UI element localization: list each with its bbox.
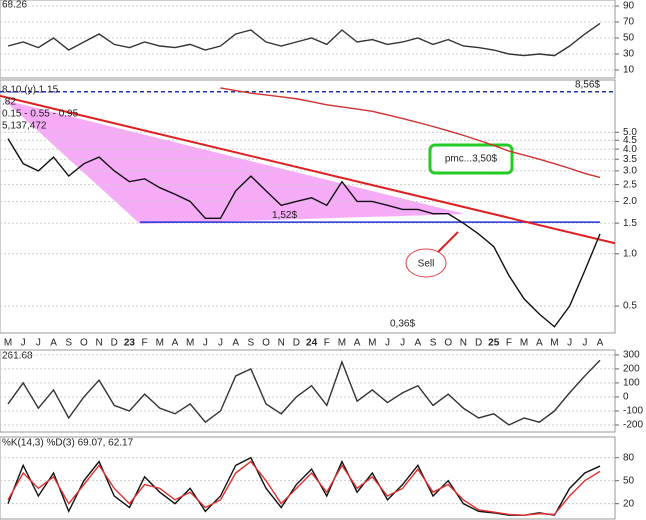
y-tick-label: 2.5 (623, 179, 637, 190)
x-tick-label: A (50, 338, 57, 349)
x-tick-label: N (95, 338, 102, 349)
x-tick-label: J (203, 338, 208, 349)
x-tick-label: D (111, 338, 118, 349)
y-tick-label: 1.5 (623, 218, 637, 229)
y-tick-label: -200 (623, 420, 643, 431)
x-tick-label: M (520, 338, 528, 349)
x-tick-label: M (338, 338, 346, 349)
y-tick-label: 4.0 (623, 144, 637, 155)
y-tick-label: 70 (623, 17, 635, 28)
indicator-legend: 5,137,472 (2, 121, 47, 132)
x-tick-label: F (506, 338, 512, 349)
x-tick-label: J (385, 338, 390, 349)
y-tick-label: 2.0 (623, 196, 637, 207)
level-label: 8,56$ (575, 79, 600, 90)
cci-value: 261.68 (2, 351, 33, 362)
x-tick-label: O (444, 338, 452, 349)
x-tick-label: A (536, 338, 543, 349)
x-tick-label: O (80, 338, 88, 349)
signal-arrow (437, 231, 459, 253)
x-tick-label: J (36, 338, 41, 349)
x-tick-label: A (354, 338, 361, 349)
x-tick-label: D (475, 338, 482, 349)
x-tick-label: 25 (488, 338, 500, 349)
x-tick-label: S (65, 338, 72, 349)
x-tick-label: J (400, 338, 405, 349)
series-line (7, 138, 601, 328)
y-tick-label: 3.5 (623, 154, 637, 165)
x-tick-label: D (293, 338, 300, 349)
y-tick-label: 50 (623, 33, 635, 44)
x-tick-label: A (232, 338, 239, 349)
trendline (0, 94, 616, 245)
y-tick-label: 30 (623, 49, 635, 60)
cci-panel (0, 349, 616, 433)
x-tick-label: 23 (124, 338, 136, 349)
x-tick-label: S (248, 338, 255, 349)
target-box (428, 143, 514, 175)
y-tick-label: 0 (623, 392, 629, 403)
x-tick-label: N (278, 338, 285, 349)
x-tick-label: 24 (306, 338, 318, 349)
x-tick-label: M (550, 338, 558, 349)
x-tick-label: J (567, 338, 572, 349)
shaded-area (4, 100, 465, 224)
level-label: 0,36$ (390, 319, 415, 330)
stoch-legend: %K(14,3) %D(3) 69.07, 62.17 (2, 438, 134, 449)
x-tick-label: J (582, 338, 587, 349)
y-tick-label: 50 (623, 475, 635, 486)
x-tick-label: O (262, 338, 270, 349)
x-tick-label: S (430, 338, 437, 349)
y-tick-label: 10 (623, 65, 635, 76)
rsi-value: 68.26 (2, 0, 27, 11)
y-tick-label: 200 (623, 364, 640, 375)
x-tick-label: F (324, 338, 330, 349)
y-tick-label: 4.5 (623, 135, 637, 146)
signal-ellipse (405, 248, 447, 278)
x-tick-label: F (142, 338, 148, 349)
y-tick-label: 1.0 (623, 248, 637, 259)
series-line (220, 87, 601, 179)
x-tick-label: M (4, 338, 12, 349)
y-tick-label: 5.0 (623, 127, 637, 138)
y-tick-label: 80 (623, 452, 635, 463)
target-label: pmc...3,50$ (445, 154, 498, 165)
x-tick-label: J (21, 338, 26, 349)
indicator-legend: .82 (2, 97, 16, 108)
x-tick-label: A (172, 338, 179, 349)
x-tick-label: M (156, 338, 164, 349)
series-line (7, 460, 601, 516)
series-line (7, 22, 601, 57)
x-tick-label: M (186, 338, 194, 349)
x-tick-label: N (460, 338, 467, 349)
x-tick-label: M (368, 338, 376, 349)
x-tick-label: A (597, 338, 604, 349)
x-tick-label: J (218, 338, 223, 349)
y-tick-label: -100 (623, 406, 643, 417)
series-line (7, 359, 601, 426)
y-tick-label: 300 (623, 350, 640, 361)
y-tick-label: 3.0 (623, 166, 637, 177)
y-tick-label: 100 (623, 378, 640, 389)
signal-label: Sell (418, 259, 435, 270)
y-tick-label: 0.5 (623, 301, 637, 312)
series-line (7, 456, 601, 516)
y-tick-label: 90 (623, 1, 635, 12)
indicator-legend: 0.15 - 0.55 - 0.95 (2, 109, 79, 120)
x-tick-label: A (415, 338, 422, 349)
indicator-legend: 8.10 (y) 1.15 (2, 85, 59, 96)
level-label: 1,52$ (272, 210, 297, 221)
y-tick-label: 20 (623, 498, 635, 509)
